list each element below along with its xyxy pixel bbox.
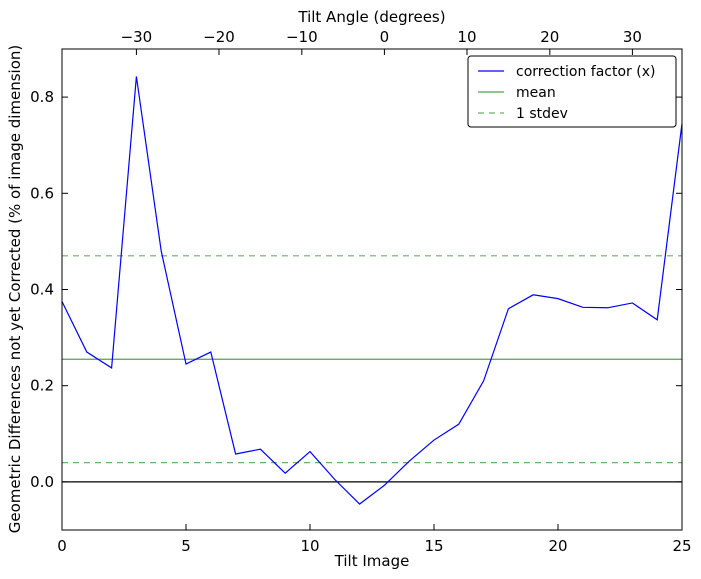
top-tick-label: 20 — [540, 28, 559, 46]
top-x-axis-title: Tilt Angle (degrees) — [297, 8, 445, 26]
y-tick-label: 0.6 — [30, 184, 54, 202]
legend: correction factor (x) mean 1 stdev — [467, 55, 677, 128]
legend-label-mean: mean — [516, 85, 556, 101]
top-tick-label: −30 — [121, 28, 153, 46]
top-tick-label: 30 — [623, 28, 642, 46]
x-tick-label: 0 — [57, 537, 67, 555]
top-tick-label: −10 — [286, 28, 318, 46]
y-tick-label: 0.8 — [30, 88, 54, 106]
top-tick-label: 10 — [457, 28, 476, 46]
x-tick-label: 15 — [424, 537, 443, 555]
y-tick-label: 0.2 — [30, 377, 54, 395]
y-tick-label: 0.0 — [30, 473, 54, 491]
top-tick-label: −20 — [203, 28, 235, 46]
legend-box — [467, 55, 677, 128]
legend-label-stdev: 1 stdev — [516, 106, 568, 122]
correction-factor-line — [62, 76, 682, 505]
plot-series-group — [62, 76, 682, 505]
plot-area — [62, 76, 682, 505]
x-tick-label: 25 — [672, 537, 691, 555]
x-tick-label: 10 — [300, 537, 319, 555]
y-axis-title: Geometric Differences not yet Corrected … — [6, 45, 24, 534]
x-axis-title: Tilt Image — [334, 552, 410, 570]
x-tick-label: 5 — [181, 537, 191, 555]
axes: 0 5 10 15 20 25 0.0 0.2 0.4 0.6 0.8 −30 −20 −10 0 10 20 3… — [30, 28, 691, 555]
legend-label-correction: correction factor (x) — [516, 64, 655, 80]
top-tick-label: 0 — [380, 28, 390, 46]
y-tick-label: 0.4 — [30, 281, 54, 299]
x-tick-label: 20 — [548, 537, 567, 555]
